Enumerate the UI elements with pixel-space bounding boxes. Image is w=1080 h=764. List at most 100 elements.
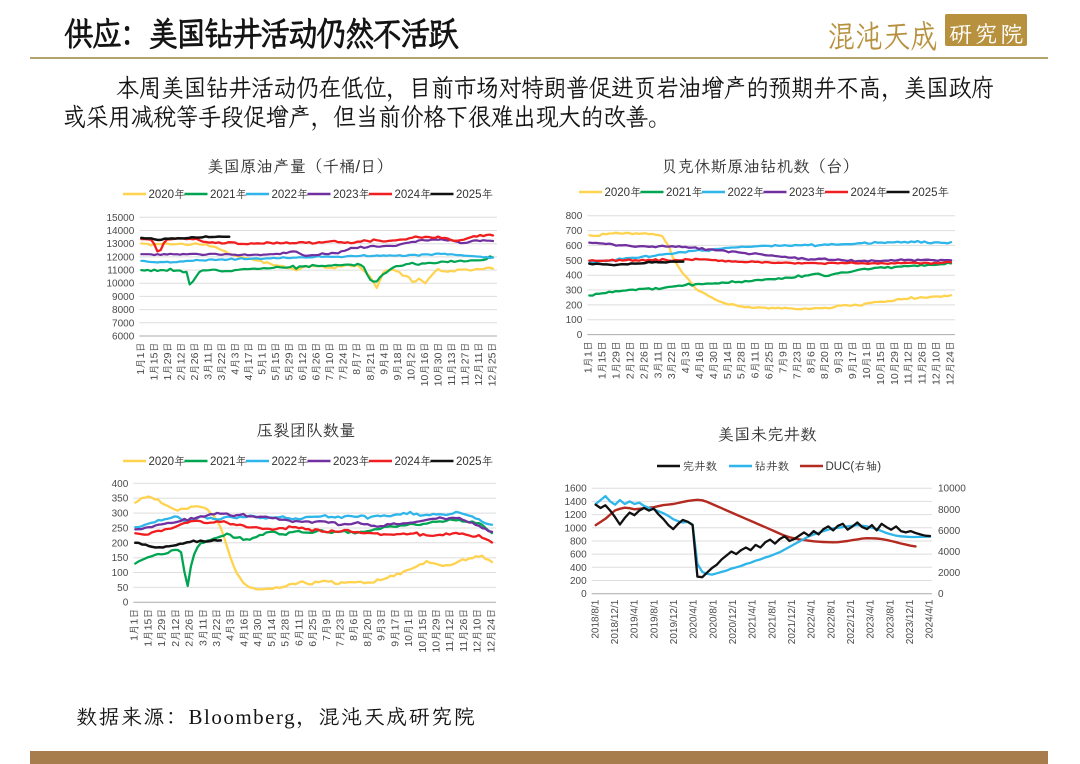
svg-text:0: 0 (581, 589, 587, 600)
svg-text:2023年: 2023年 (789, 185, 826, 200)
svg-text:2020年: 2020年 (605, 185, 642, 200)
svg-text:12月10日: 12月10日 (929, 341, 943, 385)
svg-text:2021年: 2021年 (210, 454, 247, 469)
svg-text:6月25日: 6月25日 (762, 341, 776, 380)
svg-text:4月16日: 4月16日 (237, 608, 251, 647)
svg-text:2025年: 2025年 (456, 187, 493, 202)
svg-text:1000: 1000 (564, 523, 587, 534)
svg-text:7月9日: 7月9日 (776, 341, 790, 374)
svg-text:2020/12/1: 2020/12/1 (728, 599, 739, 644)
svg-text:9000: 9000 (112, 292, 135, 303)
svg-text:0: 0 (938, 589, 944, 600)
svg-text:12月10日: 12月10日 (470, 608, 484, 652)
svg-text:100: 100 (566, 315, 583, 326)
svg-text:1600: 1600 (564, 484, 587, 495)
svg-text:9月18日: 9月18日 (390, 342, 404, 381)
svg-text:10月30日: 10月30日 (430, 342, 444, 386)
svg-text:2021年: 2021年 (210, 187, 247, 202)
svg-text:10000: 10000 (106, 279, 134, 290)
svg-text:2018/12/1: 2018/12/1 (610, 599, 621, 644)
svg-text:1月15日: 1月15日 (595, 341, 609, 380)
svg-text:4月3日: 4月3日 (223, 608, 237, 641)
svg-text:2019/8/1: 2019/8/1 (649, 599, 660, 638)
svg-text:10月1日: 10月1日 (401, 608, 415, 647)
svg-text:1200: 1200 (564, 510, 587, 521)
svg-text:2023/4/1: 2023/4/1 (866, 599, 877, 638)
svg-text:1月1日: 1月1日 (133, 342, 147, 375)
svg-text:14000: 14000 (106, 226, 134, 237)
svg-text:7月9日: 7月9日 (319, 608, 333, 641)
svg-text:1400: 1400 (564, 497, 587, 508)
svg-text:12月25日: 12月25日 (484, 342, 498, 386)
svg-text:2月12日: 2月12日 (168, 608, 182, 647)
svg-text:4月17日: 4月17日 (241, 342, 255, 381)
svg-text:5月28日: 5月28日 (734, 341, 748, 380)
svg-text:5月15日: 5月15日 (268, 342, 282, 381)
svg-text:6月11日: 6月11日 (748, 341, 762, 379)
svg-text:美国未完井数: 美国未完井数 (718, 423, 818, 445)
svg-text:8月6日: 8月6日 (346, 608, 360, 641)
svg-text:8月20日: 8月20日 (360, 608, 374, 647)
svg-text:2023年: 2023年 (333, 187, 370, 202)
svg-text:2022年: 2022年 (272, 187, 309, 202)
svg-text:压裂团队数量: 压裂团队数量 (257, 419, 356, 441)
svg-text:5月14日: 5月14日 (264, 608, 278, 647)
svg-text:2022/12/1: 2022/12/1 (846, 599, 857, 644)
svg-text:2024年: 2024年 (395, 187, 432, 202)
svg-text:10月2日: 10月2日 (403, 342, 417, 381)
svg-text:2020年: 2020年 (149, 454, 186, 469)
svg-text:3月22日: 3月22日 (209, 608, 223, 647)
svg-text:8000: 8000 (938, 505, 961, 516)
svg-text:2020/4/1: 2020/4/1 (689, 599, 700, 638)
svg-text:15000: 15000 (106, 213, 134, 224)
svg-text:2022年: 2022年 (728, 185, 765, 200)
svg-text:1月15日: 1月15日 (146, 342, 160, 381)
svg-text:5月1日: 5月1日 (254, 342, 268, 375)
svg-text:9月3日: 9月3日 (374, 608, 388, 641)
svg-text:2000: 2000 (938, 568, 961, 579)
svg-text:11月12日: 11月12日 (442, 608, 456, 652)
svg-text:2月12日: 2月12日 (622, 341, 636, 380)
svg-text:2022年: 2022年 (272, 454, 309, 469)
svg-text:300: 300 (566, 286, 583, 297)
svg-text:800: 800 (566, 211, 583, 222)
svg-text:11月27日: 11月27日 (457, 342, 471, 386)
svg-text:2023/8/1: 2023/8/1 (885, 599, 896, 638)
svg-text:0: 0 (123, 598, 129, 609)
svg-text:12月24日: 12月24日 (483, 608, 497, 652)
svg-text:4月30日: 4月30日 (250, 608, 264, 647)
svg-text:4月3日: 4月3日 (227, 342, 241, 375)
svg-text:3月22日: 3月22日 (664, 341, 678, 380)
svg-text:钻井数: 钻井数 (755, 459, 790, 474)
svg-text:2022/4/1: 2022/4/1 (807, 599, 818, 638)
svg-text:10月15日: 10月15日 (415, 608, 429, 652)
svg-text:8月6日: 8月6日 (803, 341, 817, 374)
svg-text:2024/4/1: 2024/4/1 (925, 599, 936, 638)
svg-text:400: 400 (112, 479, 129, 490)
svg-text:350: 350 (112, 494, 129, 505)
svg-text:6月12日: 6月12日 (295, 342, 309, 381)
svg-text:2024年: 2024年 (395, 454, 432, 469)
svg-text:2023年: 2023年 (333, 454, 370, 469)
svg-text:400: 400 (566, 271, 583, 282)
svg-text:8月20日: 8月20日 (817, 341, 831, 380)
svg-text:6月25日: 6月25日 (305, 608, 319, 647)
svg-text:2021/12/1: 2021/12/1 (787, 599, 798, 644)
svg-text:9月17日: 9月17日 (387, 608, 401, 647)
svg-text:11月26日: 11月26日 (456, 608, 470, 652)
svg-text:400: 400 (570, 563, 587, 574)
svg-text:600: 600 (566, 241, 583, 252)
svg-text:200: 200 (112, 538, 129, 549)
svg-text:200: 200 (566, 300, 583, 311)
svg-text:2019/12/1: 2019/12/1 (669, 599, 680, 644)
svg-text:完井数: 完井数 (683, 459, 718, 474)
svg-text:0: 0 (577, 330, 583, 341)
svg-text:8000: 8000 (112, 305, 135, 316)
svg-text:2月26日: 2月26日 (182, 608, 196, 647)
svg-text:3月11日: 3月11日 (200, 342, 214, 380)
svg-text:1月1日: 1月1日 (127, 608, 141, 641)
svg-text:300: 300 (112, 509, 129, 520)
svg-text:1月29日: 1月29日 (154, 608, 168, 647)
svg-text:11月26日: 11月26日 (915, 341, 929, 385)
svg-text:100: 100 (112, 568, 129, 579)
